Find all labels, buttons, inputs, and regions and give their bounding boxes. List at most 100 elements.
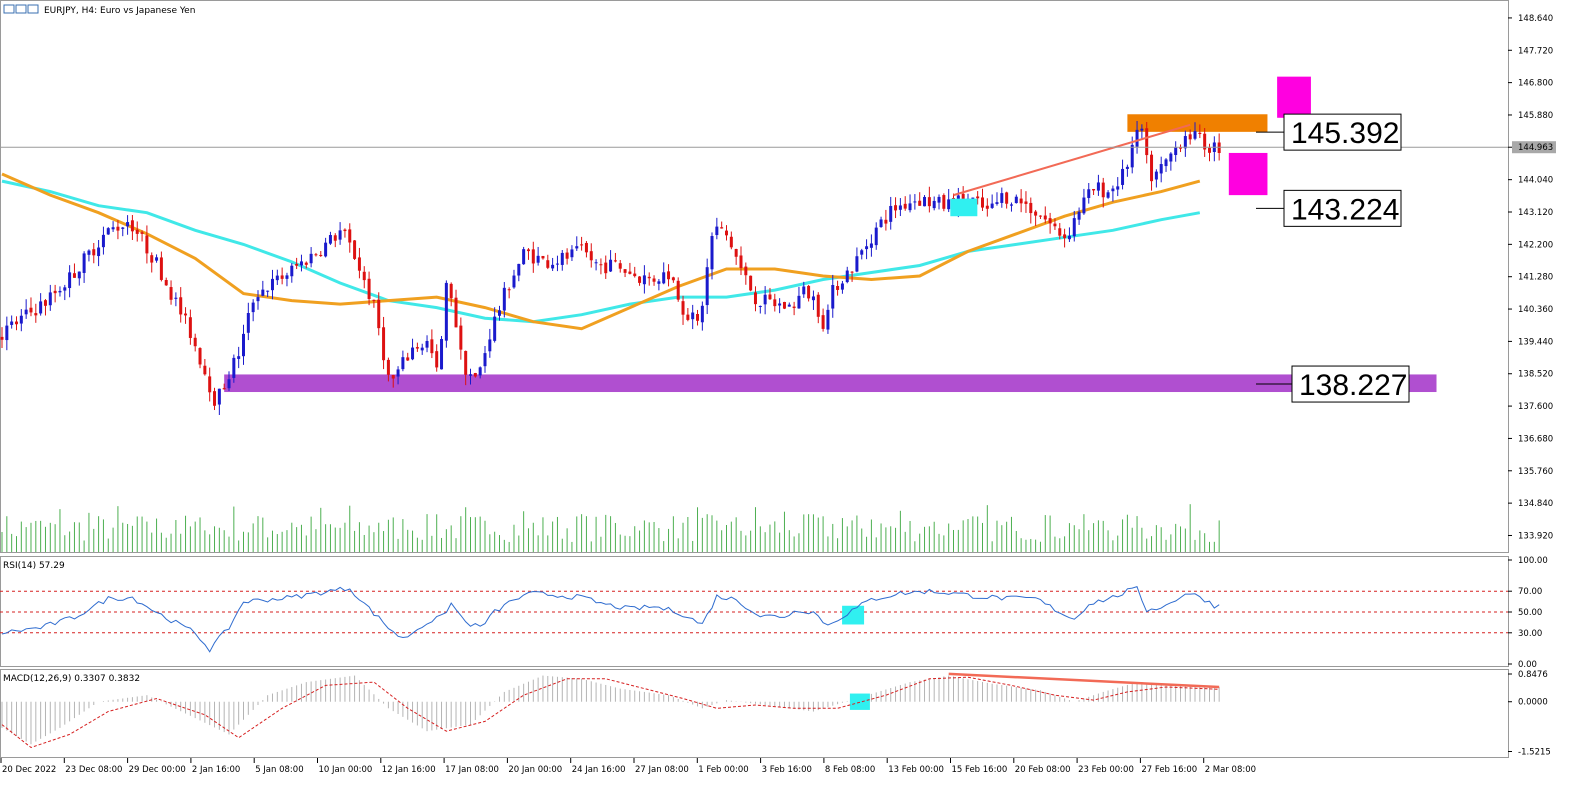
candle-body <box>860 250 864 255</box>
candle-body <box>797 295 801 309</box>
candle-body <box>295 263 299 266</box>
candle-body <box>681 301 685 315</box>
candle-body <box>1067 235 1071 240</box>
candle-body <box>415 347 419 349</box>
candle-body <box>739 255 743 268</box>
candle-body <box>990 203 994 208</box>
candle-body <box>918 200 922 206</box>
candle-body <box>1009 204 1013 206</box>
candle-body <box>159 257 163 280</box>
candle-body <box>246 313 250 333</box>
candle-body <box>10 321 14 325</box>
price-label-box <box>1291 365 1410 403</box>
rsi-tick-label: 70.00 <box>1518 587 1542 597</box>
candle-body <box>396 369 400 377</box>
candle-body <box>140 232 144 234</box>
candle-body <box>551 264 555 269</box>
candle-body <box>1135 129 1139 147</box>
candle-body <box>903 203 907 209</box>
x-tick-label: 2 Mar 08:00 <box>1205 765 1256 775</box>
y-tick-label: 145.880 <box>1518 111 1553 121</box>
y-tick-label: 141.280 <box>1518 273 1553 283</box>
candle-body <box>980 197 984 208</box>
candle-body <box>840 283 844 290</box>
candle-body <box>517 263 521 276</box>
candle-body <box>19 315 23 324</box>
candle-body <box>478 367 482 376</box>
candle-body <box>604 262 608 274</box>
lower-target-box <box>1228 152 1268 196</box>
candlesticks <box>0 121 1221 415</box>
y-tick-label: 147.720 <box>1518 46 1553 56</box>
candle-body <box>589 251 593 261</box>
candle-body <box>1188 134 1192 140</box>
candle-body <box>1159 164 1163 174</box>
candle-body <box>362 271 366 281</box>
candle-body <box>1125 166 1129 169</box>
candle-body <box>686 314 690 320</box>
candle-body <box>469 374 473 376</box>
candle-body <box>372 299 376 301</box>
x-tick-label: 23 Dec 08:00 <box>65 765 122 775</box>
resistance-zone <box>1127 114 1268 132</box>
candle-body <box>454 297 458 328</box>
candle-body <box>357 257 361 271</box>
candle-body <box>937 196 941 203</box>
y-tick-label: 135.760 <box>1518 467 1553 477</box>
candle-body <box>1198 132 1202 134</box>
candle-body <box>850 271 854 273</box>
candle-body <box>787 304 791 307</box>
candle-body <box>227 379 231 389</box>
candle-body <box>613 260 617 262</box>
candle-body <box>773 299 777 307</box>
price-label-text: 143.224 <box>1291 193 1399 226</box>
candle-body <box>58 290 62 293</box>
candle-body <box>430 339 434 354</box>
candle-body <box>667 271 671 280</box>
candle-body <box>242 333 245 357</box>
candle-body <box>778 303 782 306</box>
candle-body <box>536 255 540 263</box>
candle-body <box>1072 218 1076 237</box>
candle-body <box>826 309 830 330</box>
candle-body <box>560 252 564 265</box>
candle-body <box>1053 223 1057 227</box>
x-tick-label: 29 Dec 00:00 <box>129 765 186 775</box>
candle-body <box>1087 189 1091 198</box>
candle-body <box>1034 211 1038 216</box>
candle-body <box>92 249 96 256</box>
candle-body <box>401 357 405 370</box>
candle-body <box>198 348 202 365</box>
candle-body <box>188 317 192 338</box>
x-tick-label: 3 Feb 16:00 <box>762 765 812 775</box>
candle-body <box>546 260 550 268</box>
candle-body <box>792 306 796 309</box>
candle-body <box>1208 147 1211 153</box>
candle-body <box>531 249 535 264</box>
candle-body <box>831 285 835 309</box>
candle-body <box>1014 196 1018 204</box>
candle-body <box>497 310 501 316</box>
candle-body <box>126 222 130 227</box>
candle-body <box>39 301 43 314</box>
x-tick-label: 24 Jan 16:00 <box>572 765 626 775</box>
window-icon <box>15 4 27 14</box>
candle-body <box>1130 144 1134 168</box>
candle-body <box>642 275 646 285</box>
x-tick-label: 20 Jan 00:00 <box>508 765 562 775</box>
candle-body <box>1169 153 1173 162</box>
fast-moving-average-line <box>1 172 1201 331</box>
candle-body <box>782 301 786 309</box>
x-tick-label: 13 Feb 00:00 <box>888 765 944 775</box>
candle-body <box>802 286 806 295</box>
candle-body <box>763 294 767 305</box>
candle-body <box>976 196 980 199</box>
x-tick-label: 27 Feb 16:00 <box>1141 765 1197 775</box>
candle-body <box>618 263 622 269</box>
x-tick-label: 12 Jan 16:00 <box>382 765 436 775</box>
candle-body <box>135 229 139 234</box>
candle-body <box>304 262 308 265</box>
candle-body <box>768 294 772 300</box>
candle-body <box>884 219 888 224</box>
